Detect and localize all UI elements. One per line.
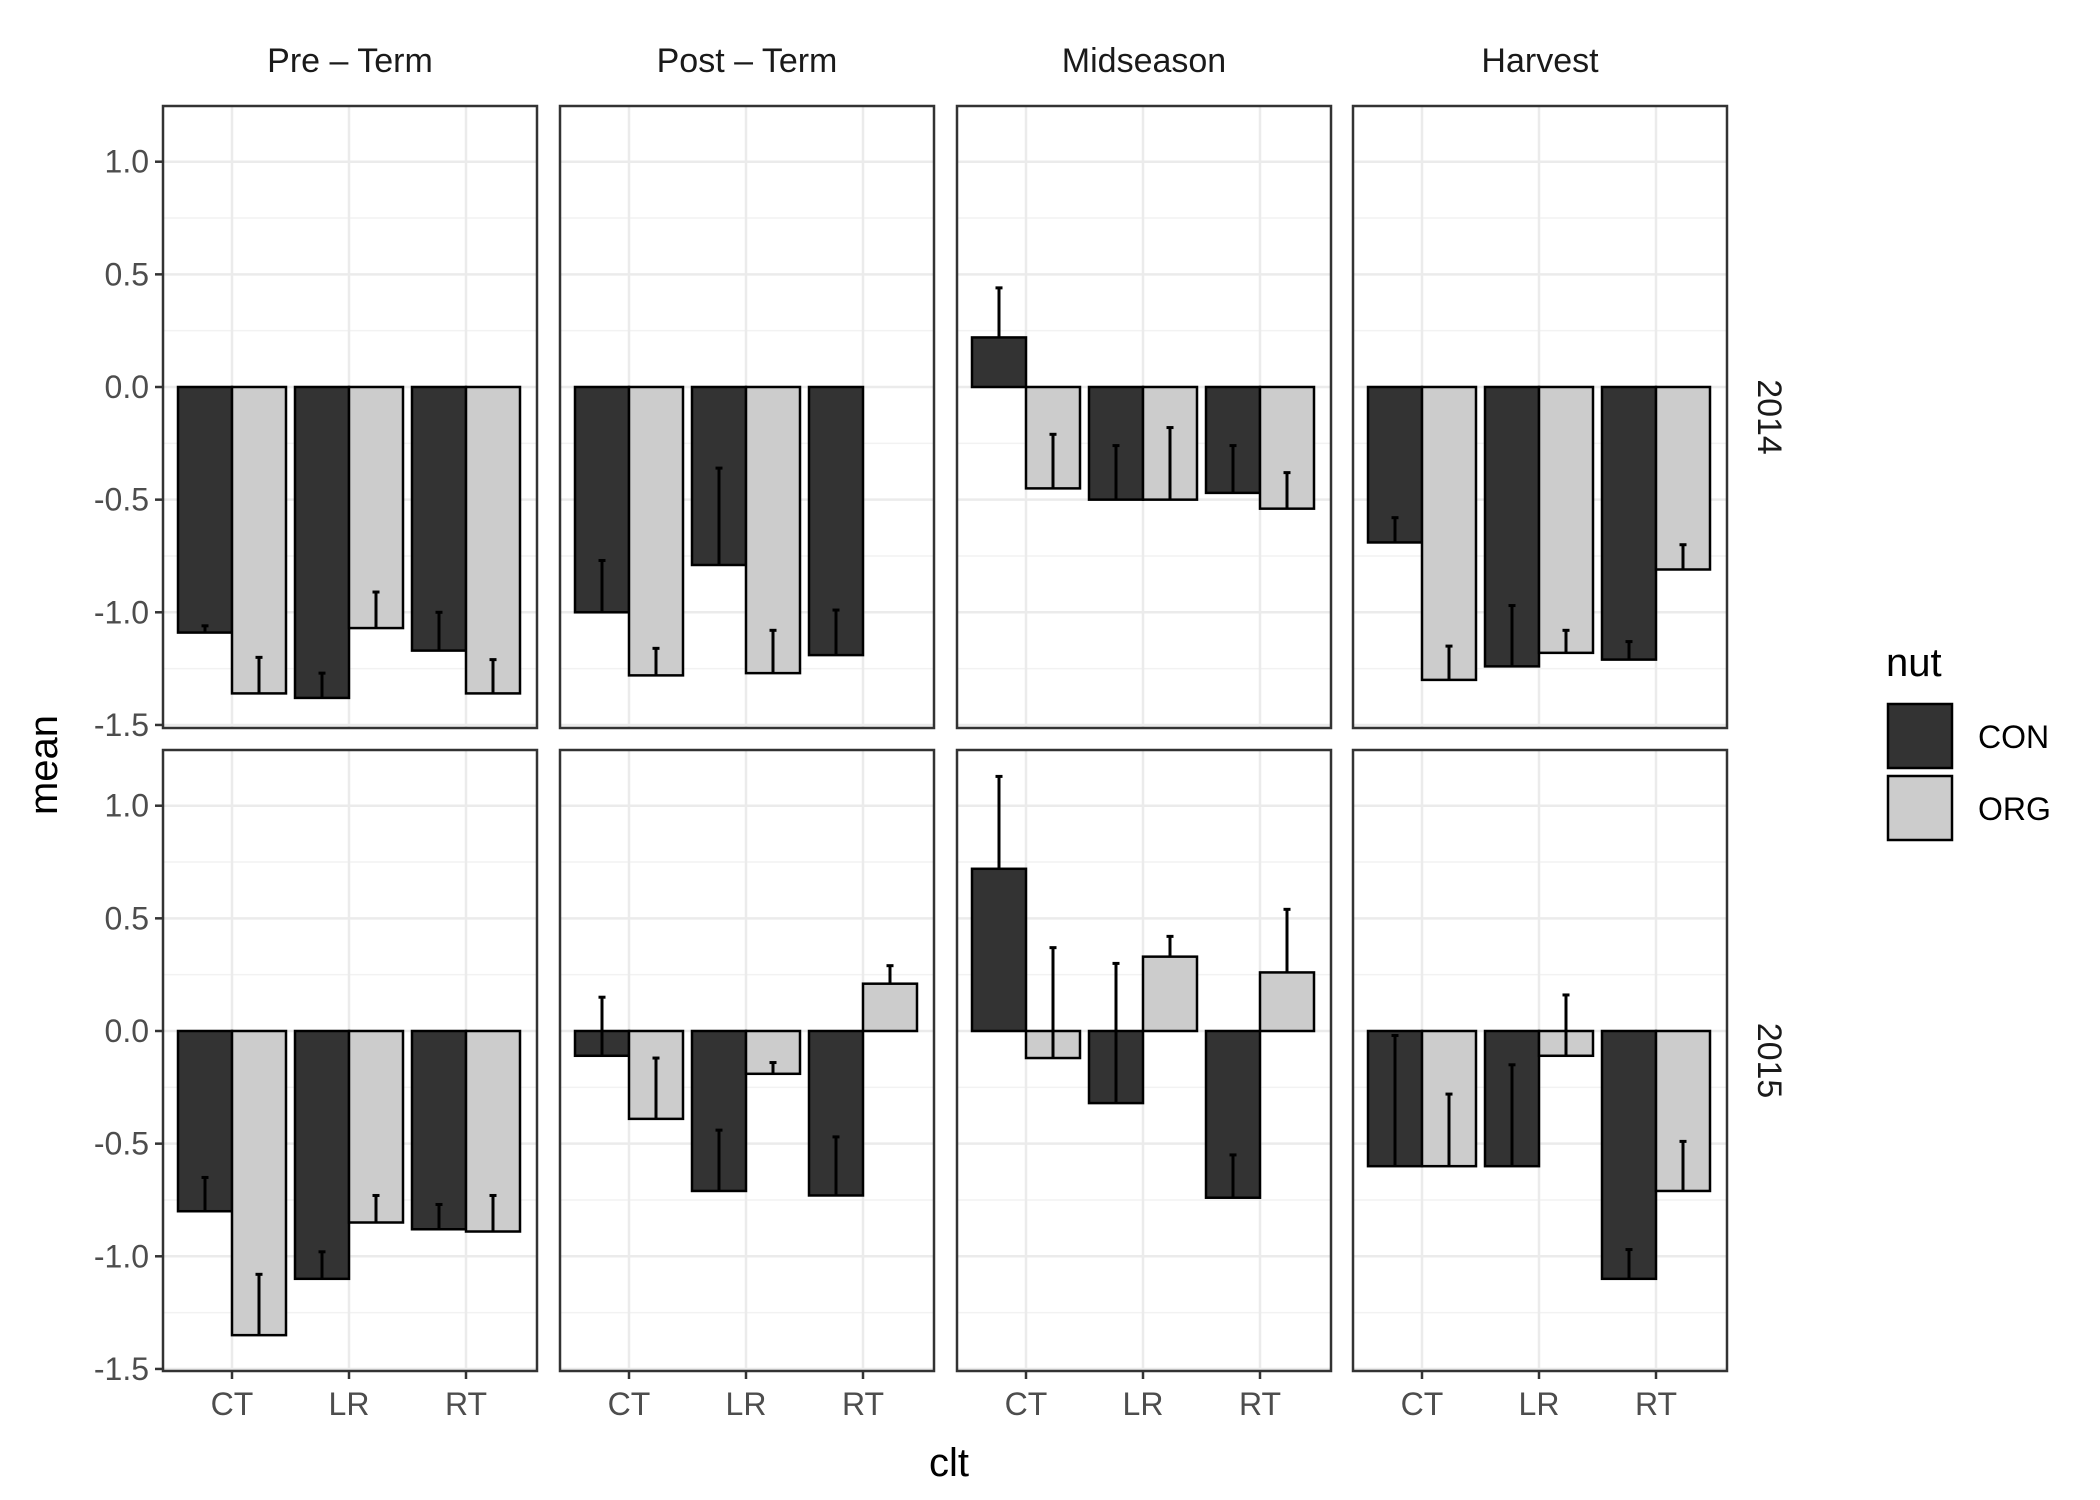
x-tick-label-lr: LR — [1123, 1386, 1164, 1422]
x-tick-label-rt: RT — [842, 1386, 884, 1422]
x-tick-label-ct: CT — [608, 1386, 651, 1422]
y-axis-2015: 1.0 0.5 0.0 -0.5 -1.0 -1.5 — [94, 788, 163, 1387]
bar-org-rt — [1654, 385, 1712, 571]
bar-con-rt — [410, 1029, 468, 1231]
bar-org-ct — [1420, 385, 1478, 682]
legend-title: nut — [1886, 641, 1942, 685]
y-tick-label: 0.0 — [105, 1013, 149, 1049]
bar-con-rt — [1600, 1029, 1658, 1281]
y-tick-label: 0.0 — [105, 369, 149, 405]
legend-key-con — [1886, 702, 1954, 770]
facet-label-midseason: Midseason — [1062, 42, 1226, 80]
y-tick-label: 1.0 — [105, 788, 149, 824]
y-axis-title: mean — [22, 715, 66, 815]
bar-con-rt — [1600, 385, 1658, 661]
legend: nut CON ORG — [1886, 641, 2051, 842]
y-tick-label: 0.5 — [105, 900, 149, 936]
x-tick-label-rt: RT — [445, 1386, 487, 1422]
bar-org-lr — [744, 385, 802, 675]
panel-border — [558, 104, 936, 730]
x-tick-label-ct: CT — [1005, 1386, 1048, 1422]
bar-con-rt — [807, 385, 865, 657]
legend-key-org — [1886, 774, 1954, 842]
panel-border — [955, 104, 1333, 730]
bar-org-lr — [347, 1029, 405, 1224]
x-tick-label-lr: LR — [329, 1386, 370, 1422]
panel-border — [161, 104, 539, 730]
x-tick-label-rt: RT — [1239, 1386, 1281, 1422]
y-axes: 1.0 0.5 0.0 -0.5 -1.0 -1.5 1.0 0.5 0.0 -0.5 -1.0 -1… — [94, 144, 163, 1387]
x-axis: CT LR RT CT LR RT CT LR RT CT LR RT — [211, 1371, 1677, 1422]
y-tick-label: -1.0 — [94, 1238, 149, 1274]
y-tick-label: 1.0 — [105, 144, 149, 180]
bar-con-ct — [1366, 385, 1424, 544]
y-tick-label: -1.5 — [94, 1351, 149, 1387]
y-tick-label: 0.5 — [105, 256, 149, 292]
bar-org-lr — [744, 1029, 802, 1076]
panel-pre-term-2014 — [161, 104, 539, 730]
y-axis-2014: 1.0 0.5 0.0 -0.5 -1.0 -1.5 — [94, 144, 163, 743]
bar-org-lr — [1141, 955, 1199, 1033]
facet-panels — [161, 104, 1729, 1373]
facet-label-2014: 2014 — [1750, 379, 1788, 455]
bar-org-lr — [1537, 385, 1595, 655]
bar-con-ct — [970, 867, 1028, 1033]
y-tick-label: -0.5 — [94, 482, 149, 518]
x-tick-label-ct: CT — [1401, 1386, 1444, 1422]
facet-row-strips: 2014 2015 — [1750, 379, 1788, 1098]
bar-org-rt — [1258, 971, 1316, 1033]
facet-label-harvest: Harvest — [1481, 42, 1599, 80]
facet-label-pre-term: Pre – Term — [267, 42, 433, 80]
x-tick-label-rt: RT — [1635, 1386, 1677, 1422]
x-tick-label-ct: CT — [211, 1386, 254, 1422]
x-axis-title: clt — [929, 1441, 969, 1485]
bar-org-rt — [464, 385, 522, 695]
bar-con-lr — [293, 385, 351, 700]
bar-con-ct — [176, 385, 234, 634]
panel-pre-term-2015 — [161, 748, 539, 1373]
bar-org-ct — [230, 385, 288, 695]
facet-label-post-term: Post – Term — [657, 42, 838, 80]
legend-label-org: ORG — [1978, 791, 2051, 827]
y-tick-label: -1.0 — [94, 594, 149, 630]
panel-midseason-2015 — [955, 748, 1333, 1373]
panel-midseason-2014 — [955, 104, 1333, 730]
legend-label-con: CON — [1978, 719, 2049, 755]
bar-con-ct — [970, 336, 1028, 389]
bar-org-ct — [627, 385, 685, 677]
panel-post-term-2014 — [558, 104, 936, 730]
facet-label-2015: 2015 — [1750, 1023, 1788, 1099]
y-tick-label: -1.5 — [94, 707, 149, 743]
panel-border — [1351, 104, 1729, 730]
panel-harvest-2014 — [1351, 104, 1729, 730]
panel-post-term-2015 — [558, 748, 936, 1373]
y-tick-label: -0.5 — [94, 1126, 149, 1162]
x-tick-label-lr: LR — [1519, 1386, 1560, 1422]
bar-con-lr — [293, 1029, 351, 1281]
panel-harvest-2015 — [1351, 748, 1729, 1373]
x-tick-label-lr: LR — [726, 1386, 767, 1422]
bar-org-rt — [861, 982, 919, 1033]
facet-column-strips: Pre – Term Post – Term Midseason Harvest — [267, 42, 1599, 80]
